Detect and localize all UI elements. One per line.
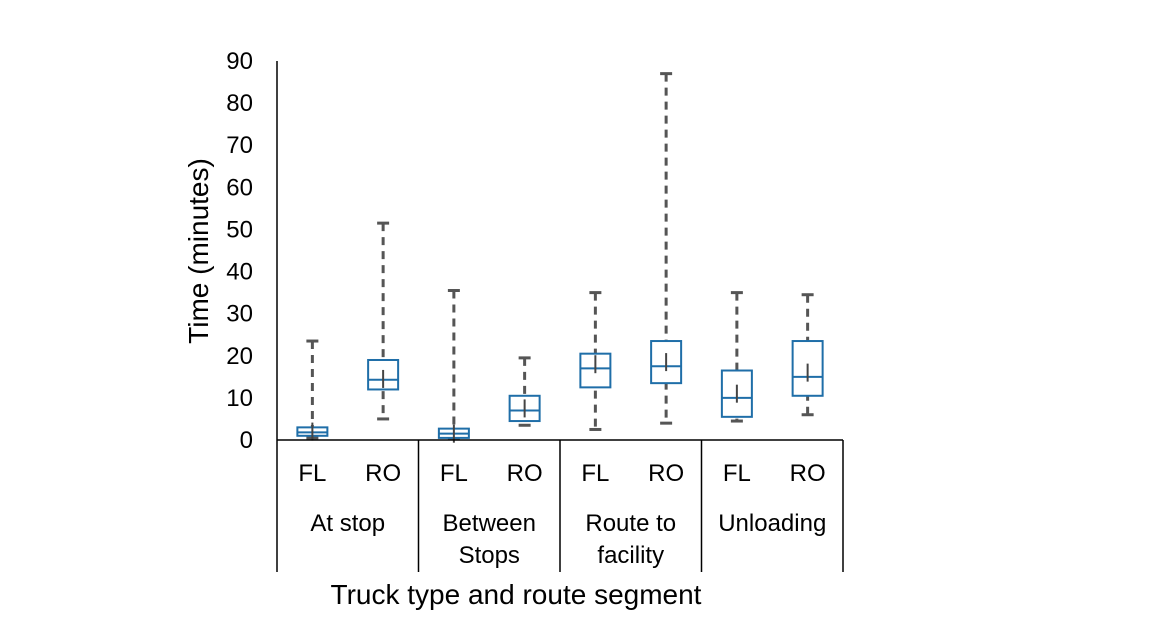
segment-label: Unloading — [718, 510, 826, 537]
x-axis-title: Truck type and route segment — [331, 579, 702, 610]
y-tick-label: 70 — [226, 132, 253, 159]
boxes — [296, 340, 824, 443]
y-tick-label: 90 — [226, 48, 253, 75]
segment-label: Route to — [585, 510, 676, 537]
y-tick-label: 50 — [226, 216, 253, 243]
y-axis: 0 10 20 30 40 50 60 70 80 90 — [226, 48, 278, 454]
truck-type-label: RO — [365, 460, 401, 487]
truck-type-label: RO — [648, 460, 684, 487]
y-tick-label: 0 — [240, 427, 253, 454]
truck-type-label: FL — [298, 460, 326, 487]
truck-type-label: FL — [723, 460, 751, 487]
segment-label: facility — [597, 542, 664, 569]
y-tick-label: 30 — [226, 301, 253, 328]
y-tick-label: 20 — [226, 343, 253, 370]
y-tick-label: 10 — [226, 385, 253, 412]
segment-label: Between — [443, 510, 536, 537]
y-axis-title: Time (minutes) — [183, 158, 214, 344]
y-tick-label: 40 — [226, 259, 253, 286]
y-tick-label: 60 — [226, 174, 253, 201]
truck-type-label: RO — [507, 460, 543, 487]
x-axis: FL RO At stop FL RO Between Stops FL RO Route to f… — [276, 439, 844, 572]
segment-label: At stop — [310, 510, 385, 537]
truck-type-label: RO — [790, 460, 826, 487]
segment-label: Stops — [459, 542, 520, 569]
y-tick-label: 80 — [226, 90, 253, 117]
truck-type-label: FL — [581, 460, 609, 487]
truck-type-label: FL — [440, 460, 468, 487]
whiskers — [306, 72, 814, 440]
